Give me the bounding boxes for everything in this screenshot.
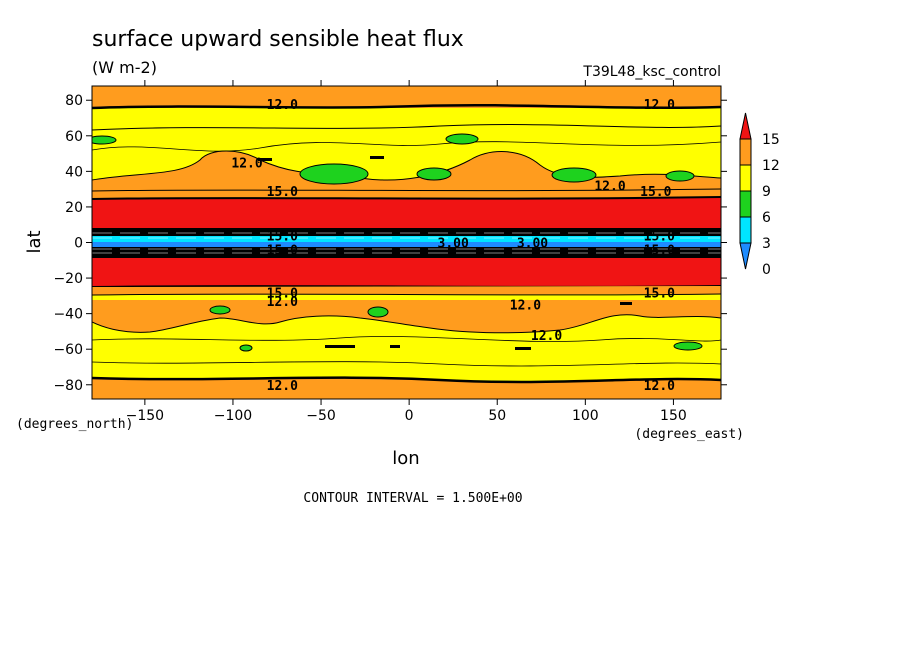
- contour-line: [92, 232, 721, 254]
- contour-dash: [620, 302, 632, 305]
- contour-label: 12.0: [267, 379, 298, 394]
- colorbar-label: 15: [762, 132, 780, 148]
- x-tick-label: 50: [488, 408, 506, 424]
- contour-line: [92, 376, 721, 384]
- north-mid-orange-region: [92, 151, 721, 200]
- contour-label: 15.0: [267, 229, 298, 244]
- x-tick-label: 100: [572, 408, 599, 424]
- contour-dash: [258, 158, 272, 161]
- contour-line: [92, 361, 721, 367]
- x-tick-label: −50: [306, 408, 336, 424]
- x-axis-label: lon: [392, 448, 419, 469]
- contour-label: 12.0: [267, 295, 298, 310]
- contour-line: [92, 103, 721, 110]
- colorbar-segment: [739, 164, 752, 192]
- colorbar-label: 6: [762, 210, 771, 226]
- south-polar-band: [92, 377, 721, 399]
- y-tick-label: 40: [65, 164, 83, 180]
- colorbar-arrow-bottom: [739, 242, 752, 270]
- contour-dash: [370, 156, 384, 159]
- contour-labels: 12.0 12.012.015.0 12.0 15.015.0 15.03.00 3.00…: [231, 98, 675, 394]
- contour-label: 3.00: [517, 237, 548, 252]
- contour-label: 12.0: [644, 379, 675, 394]
- colorbar-label: 3: [762, 236, 771, 252]
- green-patch: [239, 344, 253, 352]
- plot-area: 12.0 12.012.015.0 12.0 15.015.0 15.03.00 3.00…: [92, 86, 721, 399]
- green-patch: [551, 167, 597, 183]
- x-tick-label: −100: [214, 408, 252, 424]
- colorbar: 15 12 9 6 3 0: [739, 112, 780, 278]
- colorbar-segment: [739, 190, 752, 218]
- contour-label: 3.00: [438, 237, 469, 252]
- contour-label: 15.0: [644, 229, 675, 244]
- contour-label: 12.0: [594, 180, 625, 195]
- contour-dash: [325, 345, 355, 348]
- colorbar-label: 9: [762, 184, 771, 200]
- colorbar-segment: [739, 216, 752, 244]
- y-tick-label: −80: [53, 378, 83, 394]
- contour-line: [92, 314, 721, 334]
- y-tick-label: −40: [53, 307, 83, 323]
- south-mid-orange-region: [92, 300, 721, 333]
- x-tick-label: −150: [126, 408, 164, 424]
- y-unit-label: (degrees_north): [16, 417, 133, 432]
- y-axis-label: lat: [24, 230, 45, 253]
- chart-units: (W m-2): [92, 58, 157, 77]
- contour-label: 15.0: [644, 244, 675, 259]
- green-patch: [445, 133, 479, 145]
- green-patch: [92, 135, 117, 145]
- y-tick-label: 0: [74, 236, 83, 252]
- equatorial-cyan-strip: [92, 236, 721, 242]
- run-label: T39L48_ksc_control: [582, 64, 721, 80]
- green-patch: [209, 305, 231, 315]
- contour-dash: [390, 345, 400, 348]
- contour-line: [92, 293, 721, 296]
- contour-line: [92, 188, 721, 192]
- green-patch: [673, 341, 703, 351]
- north-orange-ring: [92, 191, 721, 199]
- x-axis: −150 −100 −50 0 50 100 150: [126, 80, 687, 424]
- contour-label: 15.0: [267, 286, 298, 301]
- contour-label: 15.0: [267, 185, 298, 200]
- colorbar-arrow-top: [739, 112, 752, 140]
- contour-label: 12.0: [267, 98, 298, 113]
- north-red-band: [92, 197, 721, 228]
- contour-label: 15.0: [267, 244, 298, 259]
- colorbar-label: 0: [762, 262, 771, 278]
- y-tick-label: −20: [53, 271, 83, 287]
- contour-label: 12.0: [644, 98, 675, 113]
- y-tick-label: 60: [65, 129, 83, 145]
- green-patch: [367, 306, 389, 318]
- south-red-band: [92, 258, 721, 287]
- green-patch: [416, 167, 452, 181]
- equatorial-blue-strip: [92, 242, 721, 247]
- contour-line: [92, 141, 721, 152]
- contour-label: 15.0: [640, 185, 671, 200]
- y-tick-label: 20: [65, 200, 83, 216]
- south-orange-ring: [92, 286, 721, 295]
- chart-title: surface upward sensible heat flux: [92, 27, 464, 52]
- north-polar-band: [92, 86, 721, 108]
- contour-label: 15.0: [644, 286, 675, 301]
- contour-label: 12.0: [231, 156, 262, 171]
- y-tick-label: 80: [65, 93, 83, 109]
- x-tick-label: 150: [660, 408, 687, 424]
- x-unit-label: (degrees_east): [634, 427, 744, 442]
- contour-interval-text: CONTOUR INTERVAL = 1.500E+00: [303, 491, 522, 506]
- y-axis: −80 −60 −40 −20 0 20 40 60 80: [53, 93, 727, 394]
- colorbar-segment: [739, 138, 752, 166]
- green-patch: [665, 170, 695, 182]
- colorbar-label: 12: [762, 158, 780, 174]
- contour-line: [92, 150, 721, 181]
- contour-dash: [515, 347, 531, 350]
- contour-line: [92, 124, 721, 131]
- contour-label: 12.0: [510, 299, 541, 314]
- green-patch: [299, 163, 369, 185]
- contour-label: 12.0: [531, 329, 562, 344]
- x-tick-label: 0: [405, 408, 414, 424]
- contour-line: [92, 336, 721, 342]
- contour-line: [92, 196, 721, 200]
- y-tick-label: −60: [53, 342, 83, 358]
